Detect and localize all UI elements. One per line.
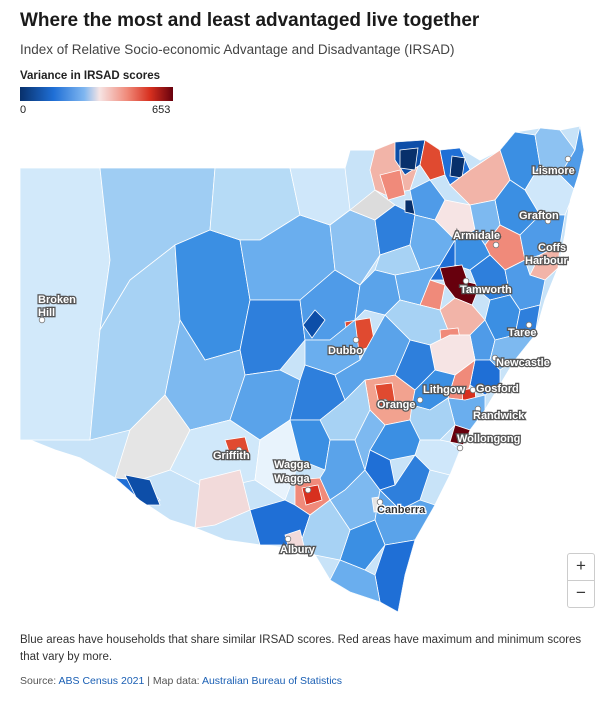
- city-label-lismore: Lismore: [532, 165, 575, 177]
- city-labels: Lismore Grafton Coffs Harbour Armidale T…: [37, 164, 576, 558]
- city-label-armidale: Armidale: [453, 230, 500, 242]
- city-label-newcastle: Newcastle: [496, 357, 550, 369]
- city-label-orange: Orange: [377, 399, 416, 411]
- city-label-canberra: Canberra: [377, 504, 426, 516]
- city-label-wagga-2: Wagga: [274, 473, 311, 485]
- map-note: Blue areas have households that share si…: [20, 634, 582, 663]
- source-line: Source: ABS Census 2021 | Map data: Aust…: [20, 675, 342, 687]
- city-label-lithgow: Lithgow: [423, 384, 466, 396]
- legend-color-scale: [20, 87, 173, 101]
- legend-min-label: 0: [20, 104, 27, 116]
- city-label-taree: Taree: [508, 327, 537, 339]
- city-label-wollongong: Wollongong: [457, 433, 520, 445]
- source-prefix: Source:: [20, 675, 59, 687]
- city-label-dubbo: Dubbo: [328, 345, 363, 357]
- city-label-harbour: Harbour: [525, 255, 569, 267]
- city-label-randwick: Randwick: [473, 410, 525, 422]
- city-label-grafton: Grafton: [519, 210, 559, 222]
- nsw-choropleth-map[interactable]: Lismore Grafton Coffs Harbour Armidale T…: [0, 120, 606, 620]
- map-title: Where the most and least advantaged live…: [20, 10, 480, 31]
- city-label-gosford: Gosford: [476, 383, 519, 395]
- zoom-out-button[interactable]: −: [567, 580, 595, 608]
- source-link-census[interactable]: ABS Census 2021: [58, 675, 145, 687]
- legend-max-label: 653: [152, 104, 171, 116]
- city-label-hill: Hill: [38, 307, 55, 319]
- lga-regions: [20, 126, 584, 612]
- city-label-albury: Albury: [280, 544, 316, 556]
- city-label-tamworth: Tamworth: [460, 284, 512, 296]
- legend-title: Variance in IRSAD scores: [20, 70, 160, 82]
- city-label-coffs: Coffs: [538, 242, 566, 254]
- map-subtitle: Index of Relative Socio-economic Advanta…: [20, 42, 455, 57]
- city-markers: [38, 155, 572, 543]
- city-label-wagga-1: Wagga: [274, 459, 311, 471]
- city-label-broken: Broken: [38, 294, 76, 306]
- zoom-in-button[interactable]: +: [567, 553, 595, 581]
- source-middle: | Map data:: [144, 675, 202, 687]
- city-label-griffith: Griffith: [213, 450, 250, 462]
- source-link-abs[interactable]: Australian Bureau of Statistics: [201, 675, 343, 687]
